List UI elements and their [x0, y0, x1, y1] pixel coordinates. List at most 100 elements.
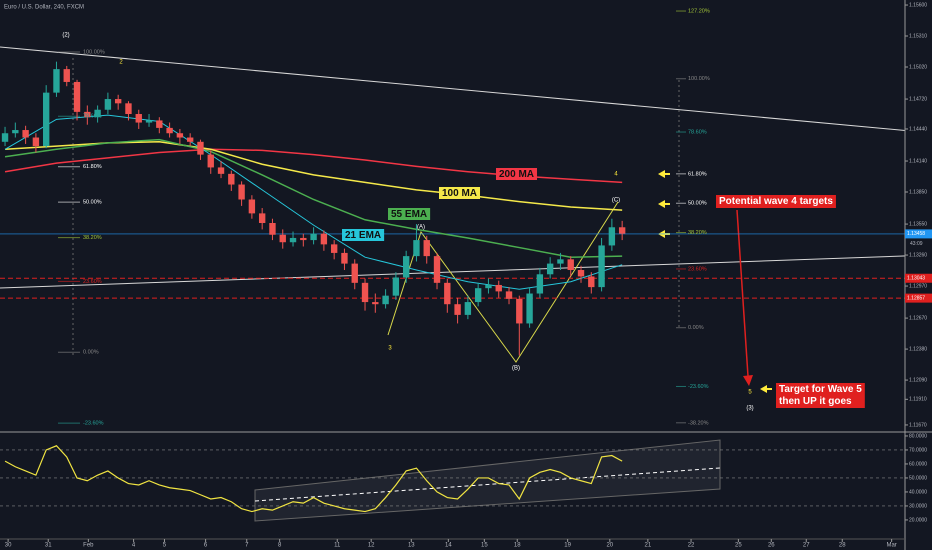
x-tick-label: 8	[278, 543, 282, 549]
rsi-line	[4, 445, 623, 513]
x-tick-label: 14	[445, 543, 452, 549]
y-tick-label: 1.14440	[909, 126, 927, 132]
x-tick-label: 12	[368, 543, 375, 549]
y-tick-label: 1.14140	[909, 158, 927, 164]
y-tick-label: 1.11670	[909, 422, 927, 428]
price-label: 1.13043	[907, 276, 925, 282]
candle-body	[94, 109, 101, 118]
x-tick-label: 20	[606, 543, 613, 549]
y-tick-label: 80.0000	[909, 433, 927, 439]
y-tick-label: 1.13550	[909, 221, 927, 227]
x-tick-label: Feb	[83, 543, 94, 549]
candle-body	[618, 227, 626, 234]
y-tick-label: 1.12670	[909, 315, 927, 321]
y-tick-label: 1.15600	[909, 2, 927, 8]
ma-label: 21 EMA	[345, 230, 381, 241]
candle-body	[300, 237, 307, 241]
arrow-head	[743, 375, 753, 386]
x-tick-label: 15	[481, 543, 488, 549]
wave-label: (A)	[417, 225, 425, 231]
candle-body	[464, 302, 472, 315]
y-tick-label: 1.12970	[909, 283, 927, 289]
x-tick-label: 11	[334, 543, 341, 549]
price-label-box	[905, 293, 932, 303]
candle-body	[310, 233, 317, 241]
fib-label: -23.60%	[688, 384, 709, 390]
candle-body	[104, 99, 112, 110]
trend-line	[0, 46, 932, 134]
ma-label: 55 EMA	[391, 209, 427, 220]
candle-body	[269, 222, 276, 235]
y-tick-label: 20.0000	[909, 517, 927, 523]
fib-label: 61.80%	[688, 171, 707, 177]
fib-label: -23.60%	[83, 421, 104, 427]
candle-body	[474, 288, 482, 303]
candle-body	[567, 259, 574, 271]
candle-body	[207, 154, 214, 168]
y-tick-label: 60.0000	[909, 461, 927, 467]
candle-body	[84, 111, 91, 118]
x-tick-label: 25	[735, 543, 742, 549]
candle-body	[114, 99, 122, 104]
candle-body	[454, 304, 461, 315]
y-tick-label: 1.12380	[909, 346, 927, 352]
x-tick-label: 22	[688, 543, 695, 549]
wave-label: (C)	[612, 198, 620, 204]
plot-layer	[0, 10, 932, 522]
x-tick-label: 4	[132, 543, 136, 549]
x-tick-label: 5	[163, 543, 167, 549]
candle-body	[588, 276, 595, 288]
candle-body	[289, 237, 297, 243]
x-tick-label: 26	[768, 543, 775, 549]
x-tick-label: 27	[803, 543, 810, 549]
candle-body	[320, 233, 328, 245]
moving-average	[4, 114, 623, 290]
candle-body	[577, 270, 585, 277]
note-box	[716, 195, 836, 208]
price-label: 1.13458	[907, 231, 925, 237]
wave-label: 4	[614, 172, 618, 178]
candle-body	[32, 137, 40, 147]
ma-label: 100 MA	[442, 188, 477, 199]
candle-body	[63, 69, 70, 82]
x-tick-label: 18	[514, 543, 521, 549]
note-text: Potential wave 4 targets	[719, 196, 833, 207]
x-tick-label: 21	[645, 543, 652, 549]
candle-body	[238, 184, 245, 200]
wave-label: (3)	[746, 406, 753, 412]
candle-body	[546, 263, 554, 275]
candle-body	[330, 244, 338, 253]
ma-label-box	[388, 208, 431, 220]
note-text: Target for Wave 5	[779, 384, 862, 395]
candle-body	[22, 130, 29, 138]
y-tick-label: 1.14720	[909, 96, 927, 102]
candle-body	[186, 137, 194, 142]
x-tick-label: 6	[204, 543, 208, 549]
fib-label: 23.60%	[83, 279, 102, 285]
fib-label: 50.00%	[688, 201, 707, 207]
fib-label: 61.80%	[83, 164, 102, 170]
x-tick-label: 7	[245, 543, 249, 549]
arrow-line	[736, 209, 749, 377]
candle-body	[372, 302, 379, 305]
fib-label: 38.20%	[83, 235, 102, 241]
candle-body	[217, 167, 225, 174]
candle-body	[433, 256, 441, 283]
candle-body	[444, 282, 451, 305]
y-tick-label: 1.12090	[909, 377, 927, 383]
candle-body	[145, 120, 153, 123]
target-arrows	[658, 170, 772, 393]
candle-body	[176, 133, 184, 138]
note-text: then UP it goes	[779, 396, 852, 407]
wave-label: 3	[388, 346, 392, 352]
ma-label: 200 MA	[499, 169, 534, 180]
candle-body	[248, 199, 256, 214]
candle-body	[557, 259, 564, 264]
x-tick-label: 30	[5, 543, 12, 549]
candle-body	[228, 173, 235, 185]
y-tick-label: 1.15020	[909, 64, 927, 70]
candle-body	[341, 252, 348, 264]
candle-body	[125, 103, 132, 115]
